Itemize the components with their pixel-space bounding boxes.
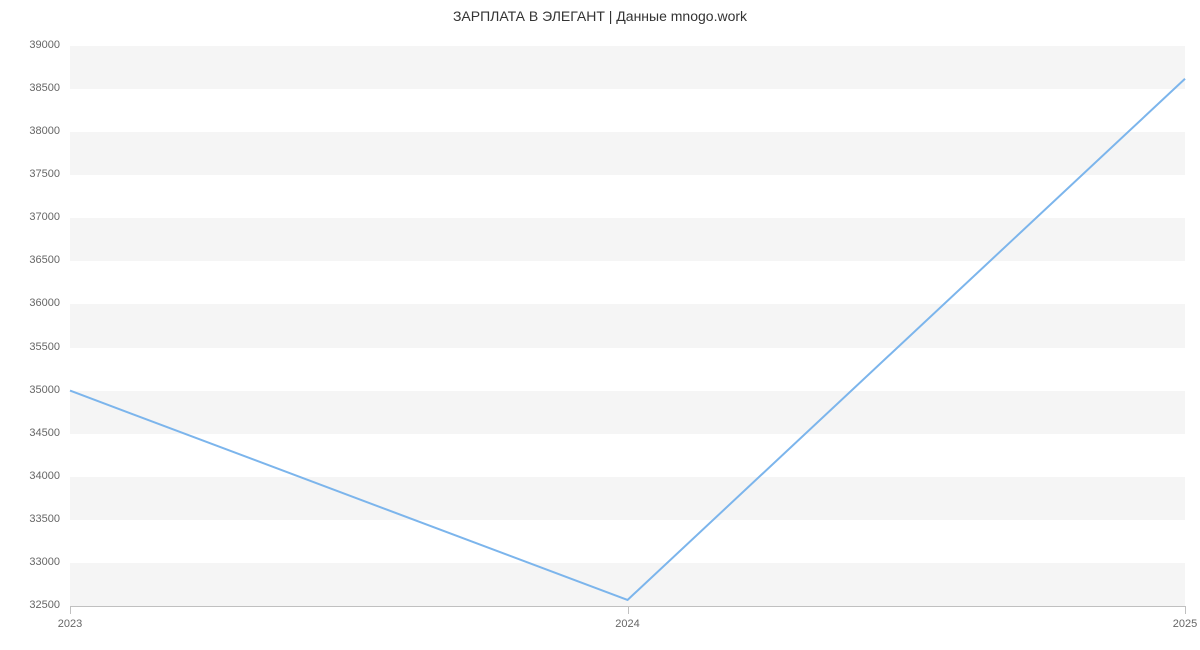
- y-axis-label: 35000: [10, 384, 60, 396]
- x-axis-label: 2024: [615, 618, 639, 630]
- y-axis-label: 35500: [10, 341, 60, 353]
- x-axis-tick: [70, 606, 71, 614]
- line-series-svg: [70, 46, 1185, 606]
- x-axis-label: 2025: [1173, 618, 1197, 630]
- x-axis-tick: [1185, 606, 1186, 614]
- y-axis-label: 32500: [10, 599, 60, 611]
- y-axis-label: 37000: [10, 211, 60, 223]
- y-axis-label: 33000: [10, 556, 60, 568]
- chart-title: ЗАРПЛАТА В ЭЛЕГАНТ | Данные mnogo.work: [0, 8, 1200, 24]
- series-line: [70, 79, 1185, 600]
- y-axis-label: 37500: [10, 168, 60, 180]
- y-axis-label: 36000: [10, 297, 60, 309]
- y-axis-label: 33500: [10, 513, 60, 525]
- y-axis-label: 38500: [10, 82, 60, 94]
- chart-container: 32500 33000 33500 34000 34500 35000 35500 36000…: [0, 36, 1200, 636]
- y-axis-label: 39000: [10, 39, 60, 51]
- plot-area: 3250033000335003400034500350003550036000…: [70, 46, 1185, 606]
- y-axis-label: 34500: [10, 427, 60, 439]
- y-axis-label: 34000: [10, 470, 60, 482]
- y-axis-label: 36500: [10, 254, 60, 266]
- y-axis-label: 38000: [10, 125, 60, 137]
- x-axis-tick: [628, 606, 629, 614]
- x-axis-label: 2023: [58, 618, 82, 630]
